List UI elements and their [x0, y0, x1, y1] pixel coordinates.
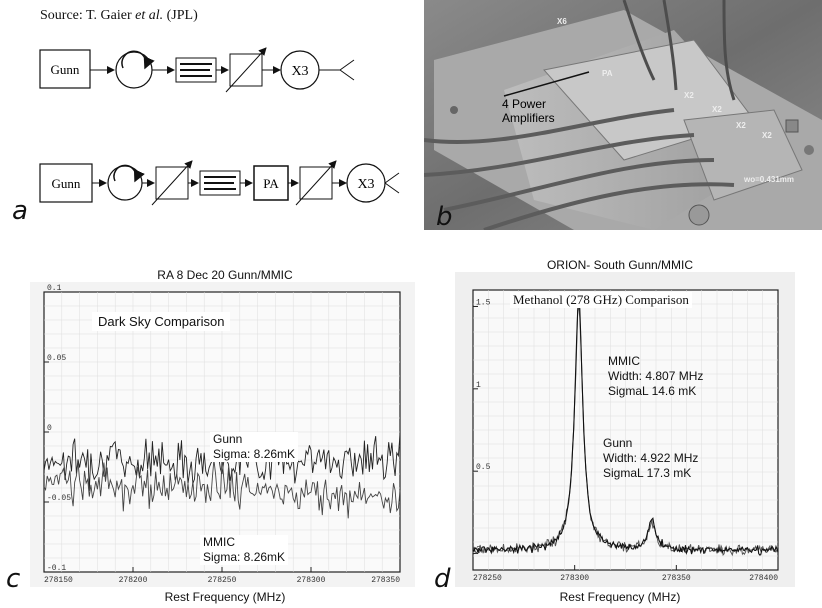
c-xtick-label: 278200: [119, 576, 148, 585]
c-ytick-label: 0.1: [47, 284, 62, 293]
mmic-width: Width: 4.807 MHz: [608, 369, 704, 383]
c-xtick-label: 278150: [44, 576, 73, 585]
c-xtick-label: 278300: [297, 576, 326, 585]
x3-label-2: X3: [357, 177, 374, 192]
d-ytick-label: 1: [476, 381, 481, 390]
source-credit: Source: T. Gaier et al. (JPL): [40, 8, 198, 24]
chart-d-gunn-annotation: Gunn Width: 4.922 MHz SigmaL 17.3 mK: [603, 436, 698, 481]
source-suffix: (JPL): [163, 8, 198, 23]
d-xtick-label: 278300: [560, 574, 589, 583]
gunn-name: Gunn: [213, 432, 243, 446]
gunn-name-d: Gunn: [603, 436, 633, 450]
chain-2: Gunn PA X3: [39, 160, 400, 206]
chart-d-mmic-annotation: MMIC Width: 4.807 MHz SigmaL 14.6 mK: [608, 354, 703, 399]
chart-c-xlabel: Rest Frequency (MHz): [164, 590, 286, 604]
gunn-box-1: [39, 49, 91, 89]
chart-c-mmic-annotation: MMIC Sigma: 8.26mK: [200, 535, 289, 565]
c-ytick-label: -0.1: [47, 564, 66, 573]
horn-icon-2: [384, 172, 400, 194]
circulator-icon-2: [107, 165, 143, 201]
panel-c-letter: c: [6, 564, 21, 594]
gunn-width: Width: 4.922 MHz: [603, 451, 699, 465]
mmic-sigma-d: SigmaL 14.6 mK: [608, 384, 697, 398]
x3-label-1: X3: [291, 64, 308, 79]
chart-c-title: RA 8 Dec 20 Gunn/MMIC: [157, 268, 293, 282]
source-etal: et al.: [135, 8, 164, 23]
mmic-sigma: Sigma: 8.26mK: [203, 550, 286, 564]
pa-photo-label: PA: [602, 69, 613, 78]
c-ytick-label: -0.05: [47, 494, 71, 503]
gunn-label-1: Gunn: [51, 62, 80, 77]
c-ytick-label: 0: [47, 424, 52, 433]
chart-d-title: ORION- South Gunn/MMIC: [546, 258, 694, 272]
c-xtick-label: 278350: [371, 576, 400, 585]
pa-label: PA: [263, 176, 279, 191]
chart-d-xlabel: Rest Frequency (MHz): [559, 590, 681, 604]
c-ytick-label: 0.05: [47, 354, 66, 363]
d-ytick-label: 1.5: [476, 298, 491, 307]
callout-line-1: 4 Power: [502, 97, 547, 111]
chart-c-gunn-annotation: Gunn Sigma: 8.26mK: [210, 432, 299, 462]
waveguide-label: wo=0.431mm: [743, 175, 794, 184]
mmic-name-d: MMIC: [608, 354, 640, 368]
d-xtick-label: 278250: [473, 574, 502, 583]
power-amplifiers-callout: 4 Power Amplifiers: [502, 97, 555, 125]
panel-a-block-diagrams: Gunn X3 Gunn PA X3: [39, 47, 400, 206]
x2-label-3: X2: [736, 121, 746, 130]
panel-a-letter: a: [12, 196, 28, 226]
d-ytick-label: 0.5: [476, 463, 491, 472]
horn-icon-1: [319, 59, 355, 81]
c-xtick-label: 278250: [208, 576, 237, 585]
x2-label-1: X2: [684, 91, 694, 100]
chain-1: Gunn X3: [39, 47, 355, 93]
panel-b-photo: X6 PA X2 X2 X2 X2 wo=0.431mm: [424, 0, 822, 230]
d-xtick-label: 278350: [662, 574, 691, 583]
source-prefix: Source: T. Gaier: [40, 8, 136, 23]
x2-label-2: X2: [712, 105, 722, 114]
x6-label: X6: [557, 17, 567, 26]
panel-d-letter: d: [434, 564, 451, 594]
chart-d-inset-label: Methanol (278 GHz) Comparison: [510, 292, 692, 308]
gunn-sigma: Sigma: 8.26mK: [213, 447, 296, 461]
gunn-sigma-d: SigmaL 17.3 mK: [603, 466, 692, 480]
pa-box: [253, 165, 289, 201]
circulator-icon-1: [115, 51, 153, 89]
x2-label-4: X2: [762, 131, 772, 140]
panel-b-letter: b: [436, 202, 453, 232]
gunn-label-2: Gunn: [52, 176, 81, 191]
callout-line-2: Amplifiers: [502, 111, 555, 125]
mmic-name: MMIC: [203, 535, 235, 549]
chart-d-series-mmic: [472, 300, 779, 556]
d-xtick-label: 278400: [749, 574, 778, 583]
chart-c-inset-label: Dark Sky Comparison: [92, 312, 231, 331]
